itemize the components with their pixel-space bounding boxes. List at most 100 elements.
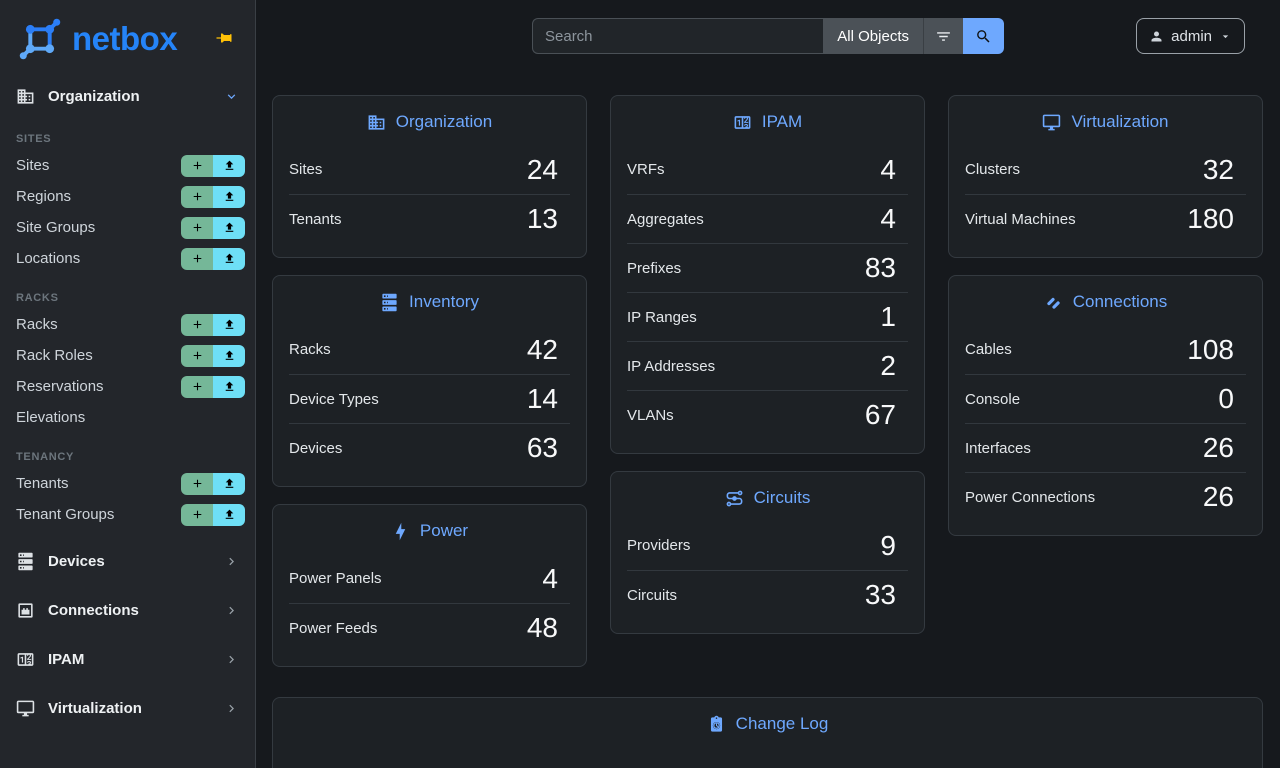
stat-label[interactable]: Devices <box>289 439 343 457</box>
server-icon <box>382 293 397 311</box>
netbox-logo[interactable]: netbox <box>18 17 178 61</box>
sidebar-item-label[interactable]: Reservations <box>16 378 104 395</box>
search-submit-button[interactable] <box>963 18 1004 54</box>
stat-label[interactable]: IP Addresses <box>627 357 716 375</box>
sidebar-item-elevations: Elevations <box>0 405 255 430</box>
add-button[interactable] <box>181 154 213 177</box>
sidebar-group-connections[interactable]: Connections <box>0 586 255 635</box>
import-button[interactable] <box>213 185 245 208</box>
add-button[interactable] <box>181 344 213 367</box>
import-button[interactable] <box>213 313 245 336</box>
sidebar-item-label[interactable]: Locations <box>16 250 81 267</box>
stat-label[interactable]: Aggregates <box>627 210 704 228</box>
building-icon <box>367 113 386 132</box>
stat-label[interactable]: Racks <box>289 341 331 358</box>
stat-label[interactable]: Power Feeds <box>289 619 378 637</box>
username: admin <box>1171 27 1212 45</box>
stat-row: Prefixes 83 <box>627 243 908 292</box>
sidebar-item-label[interactable]: Tenant Groups <box>16 506 115 523</box>
upload-icon <box>225 381 233 391</box>
user-icon <box>1151 31 1162 41</box>
card-header[interactable]: Inventory <box>273 276 586 325</box>
sidebar-group-virtualization[interactable]: Virtualization <box>0 684 255 733</box>
sidebar-item-label[interactable]: Regions <box>16 188 72 205</box>
monitor-icon <box>16 700 35 717</box>
upload-icon <box>225 222 233 232</box>
sidebar-item-label[interactable]: Tenants <box>16 475 69 492</box>
add-button[interactable] <box>181 185 213 208</box>
monitor-icon <box>1043 114 1061 130</box>
stat-row: Circuits 33 <box>627 570 908 619</box>
stat-label[interactable]: Device Types <box>289 390 379 408</box>
import-button[interactable] <box>213 375 245 398</box>
plus-icon <box>193 192 201 201</box>
stat-value: 24 <box>526 153 558 185</box>
sidebar-item-tenants: Tenants <box>0 471 255 496</box>
stat-label[interactable]: IP Ranges <box>627 308 697 326</box>
stat-label[interactable]: Sites <box>289 161 323 178</box>
import-button[interactable] <box>213 154 245 177</box>
stat-label[interactable]: VRFs <box>627 161 665 178</box>
stat-label[interactable]: Providers <box>627 537 691 554</box>
card-header[interactable]: Power <box>273 505 586 554</box>
stat-value: 108 <box>1187 333 1234 365</box>
user-menu-button[interactable]: admin <box>1136 18 1245 54</box>
card-header[interactable]: IPAM <box>611 96 924 145</box>
search-input[interactable] <box>532 18 824 54</box>
add-button[interactable] <box>181 472 213 495</box>
search-scope-select[interactable]: All Objects <box>823 18 923 54</box>
monitor-icon <box>16 699 35 718</box>
dashboard-column: IPAM VRFs 4 Aggregates 4 Prefixes 83 IP Ranges 1… <box>610 95 925 667</box>
card-connections: Connections Cables 108 Console 0 Interfaces 26… <box>948 275 1263 536</box>
sidebar-item-site-groups: Site Groups <box>0 215 255 240</box>
import-button[interactable] <box>213 216 245 239</box>
stat-value: 0 <box>1218 383 1234 414</box>
stat-label[interactable]: Power Connections <box>965 488 1096 506</box>
stat-row: Power Panels 4 <box>289 554 570 603</box>
stat-label[interactable]: Power Panels <box>289 570 382 587</box>
card-title: Change Log <box>735 714 829 733</box>
stat-row: IP Ranges 1 <box>627 292 908 341</box>
card-header[interactable]: Organization <box>273 96 586 145</box>
card-header[interactable]: Virtualization <box>949 96 1262 145</box>
card-header[interactable]: Connections <box>949 276 1262 325</box>
import-button[interactable] <box>213 503 245 526</box>
import-button[interactable] <box>213 472 245 495</box>
dashboard-column: Organization Sites 24 Tenants 13 Inventory Rac… <box>272 95 587 667</box>
sidebar-item-label[interactable]: Sites <box>16 157 50 174</box>
add-button[interactable] <box>181 313 213 336</box>
card-header[interactable]: Circuits <box>611 472 924 521</box>
sidebar-group-label: Virtualization <box>48 700 142 717</box>
filter-button[interactable] <box>923 18 963 54</box>
sidebar-group-devices[interactable]: Devices <box>0 537 255 586</box>
add-button[interactable] <box>181 247 213 270</box>
sidebar-item-label[interactable]: Racks <box>16 316 58 333</box>
stat-label[interactable]: Circuits <box>627 586 678 604</box>
stat-label[interactable]: Cables <box>965 341 1012 358</box>
stat-value: 83 <box>864 252 896 283</box>
stat-label[interactable]: Prefixes <box>627 259 682 277</box>
import-button[interactable] <box>213 247 245 270</box>
sidebar-item-locations: Locations <box>0 246 255 271</box>
item-action-group <box>181 503 245 526</box>
add-button[interactable] <box>181 375 213 398</box>
stat-label[interactable]: VLANs <box>627 406 674 424</box>
stat-row: Cables 108 <box>965 325 1246 374</box>
add-button[interactable] <box>181 216 213 239</box>
add-button[interactable] <box>181 503 213 526</box>
stat-label[interactable]: Interfaces <box>965 439 1031 457</box>
import-button[interactable] <box>213 344 245 367</box>
stat-label[interactable]: Clusters <box>965 161 1021 178</box>
change-log-header[interactable]: Change Log <box>273 698 1262 747</box>
pin-sidebar-button[interactable] <box>215 29 233 47</box>
sidebar-item-label[interactable]: Elevations <box>16 409 86 426</box>
stat-label[interactable]: Tenants <box>289 210 342 228</box>
item-action-group <box>181 154 245 177</box>
stat-label[interactable]: Console <box>965 390 1021 408</box>
sidebar-item-label[interactable]: Site Groups <box>16 219 96 236</box>
sidebar-item-label[interactable]: Rack Roles <box>16 347 93 364</box>
upload-icon <box>225 160 233 170</box>
sidebar-group-organization[interactable]: Organization <box>0 75 255 118</box>
stat-label[interactable]: Virtual Machines <box>965 210 1076 228</box>
sidebar-group-ipam[interactable]: IPAM <box>0 635 255 684</box>
